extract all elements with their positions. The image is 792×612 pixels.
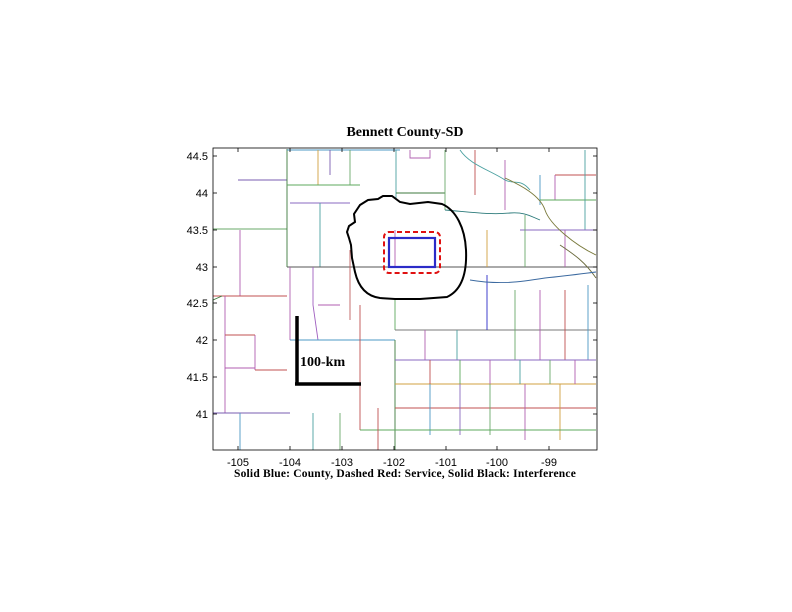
x-tick-label: -102 — [383, 457, 405, 469]
county-boundary — [387, 236, 437, 269]
y-tick-label: 41.5 — [187, 372, 208, 384]
y-tick-label: 43 — [196, 262, 208, 274]
plot-frame — [212, 147, 598, 451]
y-tick-label: 41 — [196, 409, 208, 421]
scale-label: 100-km — [300, 355, 345, 370]
y-tick-label: 42 — [196, 335, 208, 347]
x-axis: -105 -104 -103 -102 -101 -100 -99 — [227, 457, 557, 469]
x-tick-label: -105 — [227, 457, 249, 469]
y-tick-label: 44 — [196, 188, 208, 200]
map-caption: Solid Blue: County, Dashed Red: Service,… — [233, 468, 576, 480]
x-tick-label: -103 — [331, 457, 353, 469]
y-tick-label: 42.5 — [187, 298, 208, 310]
x-tick-label: -100 — [486, 457, 508, 469]
x-tick-label: -101 — [435, 457, 457, 469]
interference-contour — [345, 195, 468, 300]
county-boundaries — [212, 149, 597, 450]
scale-bar: 100-km — [295, 316, 361, 386]
y-tick-label: 44.5 — [187, 151, 208, 163]
service-area — [383, 231, 441, 274]
y-tick-label: 43.5 — [187, 225, 208, 237]
map-title: Bennett County-SD — [346, 125, 464, 140]
x-tick-label: -99 — [541, 457, 557, 469]
x-tick-label: -104 — [279, 457, 301, 469]
y-axis: 44.5 44 43.5 43 42.5 42 41.5 41 — [187, 151, 208, 421]
